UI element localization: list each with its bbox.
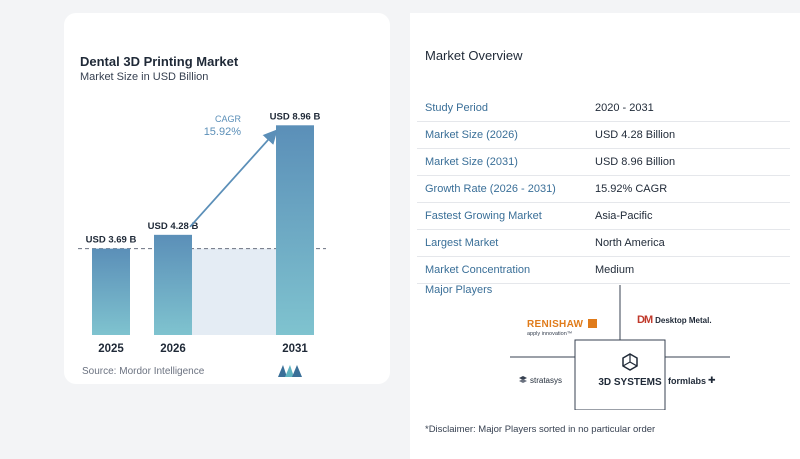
- bar-2025: [92, 248, 130, 335]
- cagr-arrow: [189, 129, 278, 228]
- desktop-metal-icon: DM: [637, 314, 653, 326]
- row-key: Market Size (2031): [425, 156, 518, 168]
- table-row: Market Size (2031) USD 8.96 Billion: [417, 149, 790, 176]
- chart-subtitle: Market Size in USD Billion: [80, 71, 209, 83]
- formlabs-logo: formlabs ✚: [668, 375, 716, 386]
- desktop-metal-name: Desktop Metal.: [655, 315, 712, 325]
- bar-chart: USD 3.69 B 2025 USD 4.28 B 2026 USD 8.96 B 20…: [78, 111, 326, 355]
- desktop-metal-logo: DM Desktop Metal.: [637, 314, 712, 326]
- renishaw-tagline: apply innovation™: [527, 331, 573, 337]
- stratasys-name: stratasys: [530, 375, 563, 385]
- x-tick-label: 2025: [98, 343, 124, 355]
- major-players-title: Major Players: [425, 284, 493, 296]
- cagr-label: CAGR: [215, 114, 242, 124]
- row-value: 15.92% CAGR: [595, 183, 668, 195]
- row-key: Growth Rate (2026 - 2031): [425, 183, 556, 195]
- table-row: Growth Rate (2026 - 2031) 15.92% CAGR: [417, 176, 790, 203]
- stratasys-icon: [519, 376, 527, 383]
- growth-shade: [192, 248, 276, 335]
- overview-title: Market Overview: [425, 48, 523, 63]
- source-note: Source: Mordor Intelligence: [82, 366, 205, 377]
- x-tick-label: 2026: [160, 343, 186, 355]
- row-value: 2020 - 2031: [595, 102, 654, 114]
- table-row: Study Period 2020 - 2031: [417, 95, 790, 122]
- x-tick-label: 2031: [282, 343, 308, 355]
- bar-2031: [276, 125, 314, 335]
- row-value: Asia-Pacific: [595, 210, 653, 222]
- mordor-logo-icon: [278, 365, 302, 377]
- market-overview-panel: Market Overview Study Period 2020 - 2031 …: [410, 13, 800, 459]
- 3d-systems-logo: 3D SYSTEMS: [585, 353, 675, 388]
- row-key: Market Concentration: [425, 264, 531, 276]
- 3d-systems-icon: [622, 353, 638, 371]
- row-key: Largest Market: [425, 237, 499, 249]
- table-row: Market Size (2026) USD 4.28 Billion: [417, 122, 790, 149]
- chart-card: Dental 3D Printing Market Market Size in…: [64, 13, 390, 384]
- data-label: USD 8.96 B: [270, 111, 321, 122]
- renishaw-logo: RENISHAW apply innovation™: [527, 314, 597, 337]
- formlabs-name: formlabs: [668, 375, 707, 386]
- row-key: Fastest Growing Market: [425, 210, 542, 222]
- row-key: Market Size (2026): [425, 129, 518, 141]
- data-label: USD 3.69 B: [86, 235, 137, 246]
- row-value: USD 8.96 Billion: [595, 156, 676, 168]
- renishaw-box-icon: [587, 319, 597, 328]
- table-row: Fastest Growing Market Asia-Pacific: [417, 203, 790, 230]
- row-value: Medium: [595, 264, 635, 276]
- major-players-grid: [510, 285, 730, 410]
- chart-title: Dental 3D Printing Market: [80, 54, 239, 69]
- renishaw-name: RENISHAW: [527, 319, 584, 330]
- overview-table: Study Period 2020 - 2031 Market Size (202…: [417, 95, 790, 284]
- row-value: USD 4.28 Billion: [595, 129, 676, 141]
- bar-2026: [154, 234, 192, 335]
- stratasys-logo: stratasys: [518, 375, 562, 385]
- 3d-systems-name: 3D SYSTEMS: [598, 377, 662, 388]
- table-row: Market Concentration Medium: [417, 257, 790, 284]
- row-key: Study Period: [425, 102, 488, 114]
- disclaimer: *Disclaimer: Major Players sorted in no …: [425, 424, 656, 435]
- cagr-value: 15.92%: [204, 126, 242, 138]
- data-label: USD 4.28 B: [148, 221, 199, 232]
- formlabs-icon: ✚: [708, 375, 716, 385]
- row-value: North America: [595, 237, 665, 249]
- table-row: Largest Market North America: [417, 230, 790, 257]
